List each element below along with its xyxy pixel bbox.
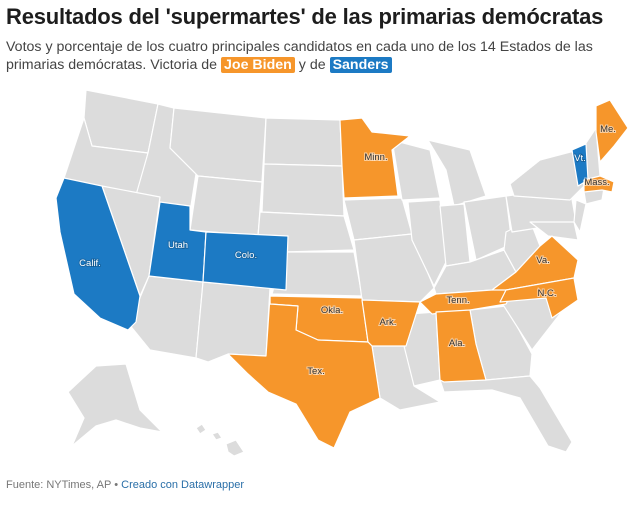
state-il <box>407 199 447 287</box>
subtitle-connector: y de <box>298 57 326 73</box>
state-wi <box>391 139 441 201</box>
state-minn <box>339 117 411 199</box>
state-ak <box>67 363 163 447</box>
state-mo <box>353 233 435 303</box>
label-minn: Minn. <box>364 152 387 163</box>
state-nc <box>499 277 579 319</box>
label-tenn: Tenn. <box>446 295 469 306</box>
sanders-legend-tag: Sanders <box>329 57 392 73</box>
biden-legend-tag: Joe Biden <box>221 57 295 73</box>
page-title: Resultados del 'supermartes' de las prim… <box>6 4 604 29</box>
label-mass: Mass. <box>584 177 609 188</box>
subtitle-text: Votos y porcentaje de los cuatro princip… <box>6 39 593 73</box>
state-mass <box>583 175 615 193</box>
state-nj <box>573 199 587 233</box>
source-separator: • <box>111 479 122 491</box>
label-me: Me. <box>600 124 616 135</box>
label-ark: Ark. <box>380 317 397 328</box>
state-tex <box>227 295 381 449</box>
subtitle: Votos y porcentaje de los cuatro princip… <box>6 38 626 74</box>
sanders-states <box>55 143 589 331</box>
label-colo: Colo. <box>235 250 257 261</box>
us-map: Minn. Me. Mass. Okla. Ark. Tenn. Va. N.C… <box>55 89 629 457</box>
state-me <box>595 99 629 163</box>
state-colo <box>202 231 289 291</box>
state-md <box>529 221 579 241</box>
state-calif <box>55 177 141 331</box>
state-ark <box>361 299 421 347</box>
state-nd <box>263 117 343 167</box>
source-text: Fuente: NYTimes, AP <box>6 479 112 491</box>
label-tex: Tex. <box>307 366 324 377</box>
label-ala: Ala. <box>449 338 465 349</box>
state-hi <box>195 423 245 457</box>
label-calif: Calif. <box>79 258 101 269</box>
state-wa <box>83 89 159 154</box>
label-okla: Okla. <box>321 305 343 316</box>
state-fl <box>439 375 573 453</box>
state-sd <box>261 163 345 217</box>
label-va: Va. <box>536 255 550 266</box>
state-labels: Minn. Me. Mass. Okla. Ark. Tenn. Va. N.C… <box>78 123 617 378</box>
state-ia <box>343 197 413 241</box>
datawrapper-credit-link[interactable]: Creado con Datawrapper <box>121 479 245 491</box>
biden-states <box>227 99 629 449</box>
label-utah: Utah <box>168 240 188 251</box>
state-in <box>439 203 471 267</box>
source-line: Fuente: NYTimes, AP • Creado con Datawra… <box>6 479 244 491</box>
state-nm <box>195 281 271 363</box>
label-nc: N.C. <box>538 288 557 299</box>
state-wy <box>189 175 263 237</box>
state-ala <box>435 309 487 383</box>
label-vt: Vt. <box>574 153 586 164</box>
